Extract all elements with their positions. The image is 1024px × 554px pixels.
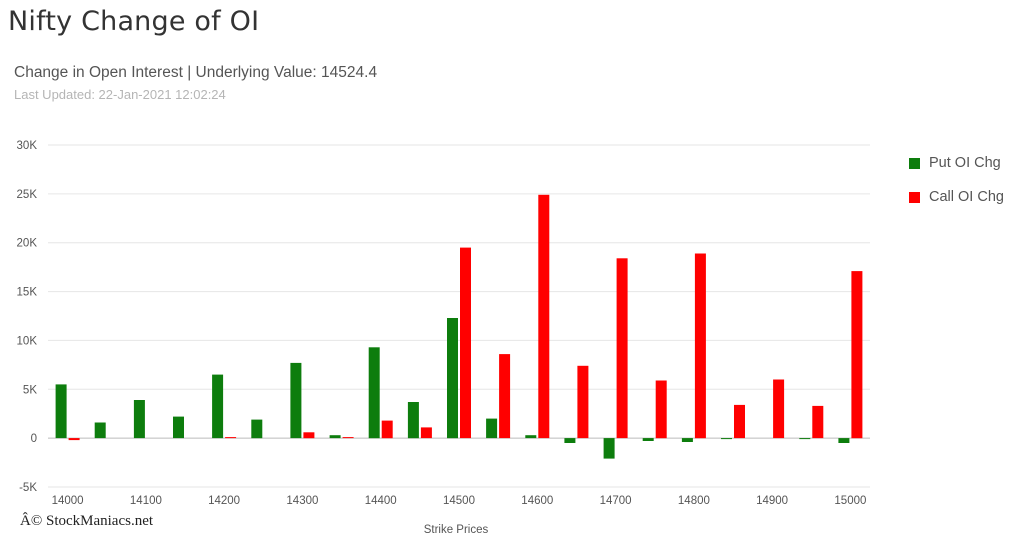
- put-bar-14700[interactable]: [603, 438, 615, 459]
- x-tick-label: 14100: [130, 495, 162, 507]
- put-bar-14850[interactable]: [721, 438, 732, 440]
- legend-swatch-call: [909, 191, 920, 203]
- x-tick-label: 15000: [834, 495, 866, 507]
- call-bar-14000[interactable]: [68, 438, 80, 441]
- x-axis-title: Strike Prices: [423, 524, 489, 536]
- y-tick-label: -5K: [19, 482, 37, 494]
- y-axis-tick-labels: -5K 0 5K 10K 15K 20K 25K 30K: [17, 140, 38, 494]
- call-bar-14400[interactable]: [381, 420, 393, 439]
- put-bar-14200[interactable]: [212, 374, 224, 439]
- put-bar-14250[interactable]: [251, 419, 263, 439]
- put-bar-14050[interactable]: [94, 422, 106, 439]
- legend-item-call[interactable]: Call OI Chg: [909, 180, 1004, 214]
- y-tick-label: 25K: [17, 189, 38, 201]
- call-bar-14550[interactable]: [499, 354, 511, 439]
- x-tick-label: 14600: [521, 495, 553, 507]
- y-tick-label: 15K: [17, 287, 38, 299]
- x-tick-label: 14700: [600, 495, 632, 507]
- call-bar-15000[interactable]: [851, 271, 863, 439]
- grid-lines: [48, 144, 870, 488]
- call-bar-14650[interactable]: [577, 365, 589, 439]
- put-bar-14550[interactable]: [486, 418, 498, 439]
- chart-legend[interactable]: Put OI Chg Call OI Chg: [909, 146, 1004, 214]
- put-bar-14750[interactable]: [642, 438, 654, 441]
- call-bar-14450[interactable]: [420, 427, 432, 439]
- y-tick-label: 5K: [23, 384, 37, 396]
- put-bar-14100[interactable]: [133, 400, 145, 439]
- call-bar-14850[interactable]: [734, 404, 745, 439]
- put-bar-14600[interactable]: [525, 435, 537, 439]
- call-bar-14600[interactable]: [538, 194, 550, 439]
- call-bar-14300[interactable]: [303, 432, 315, 439]
- x-tick-label: 14800: [678, 495, 710, 507]
- page-title: Nifty Change of OI: [8, 6, 260, 37]
- y-tick-label: 30K: [17, 140, 38, 152]
- put-bar-14150[interactable]: [173, 416, 184, 439]
- bars: [55, 194, 863, 459]
- call-bar-14800[interactable]: [694, 253, 706, 439]
- x-tick-label: 14200: [208, 495, 240, 507]
- put-bar-14650[interactable]: [564, 438, 576, 443]
- x-tick-label: 14300: [286, 495, 318, 507]
- call-bar-14950[interactable]: [812, 405, 824, 439]
- x-tick-label: 14500: [443, 495, 475, 507]
- legend-swatch-put: [909, 157, 920, 169]
- x-tick-label: 14400: [365, 495, 397, 507]
- legend-item-put[interactable]: Put OI Chg: [909, 146, 1004, 180]
- call-bar-14200[interactable]: [225, 437, 237, 439]
- x-axis-tick-labels: 14000 14100 14200 14300 14400 14500 14600 14700…: [52, 495, 867, 507]
- put-bar-14500[interactable]: [447, 318, 458, 439]
- put-bar-15000[interactable]: [838, 438, 850, 443]
- legend-label-call: Call OI Chg: [929, 189, 1004, 205]
- call-bar-14900[interactable]: [773, 379, 785, 439]
- call-bar-14350[interactable]: [342, 437, 354, 439]
- call-bar-14700[interactable]: [616, 258, 628, 439]
- call-bar-14500[interactable]: [460, 247, 471, 439]
- put-bar-14950[interactable]: [799, 438, 811, 440]
- call-bar-14750[interactable]: [655, 380, 667, 439]
- x-tick-label: 14000: [52, 495, 84, 507]
- y-tick-label: 0: [31, 433, 37, 445]
- put-bar-14000[interactable]: [55, 384, 67, 439]
- put-bar-14800[interactable]: [681, 438, 693, 442]
- put-bar-14350[interactable]: [329, 435, 341, 439]
- y-tick-label: 10K: [17, 335, 38, 347]
- chart-subtitle: Change in Open Interest | Underlying Val…: [14, 64, 378, 81]
- put-bar-14300[interactable]: [290, 362, 302, 439]
- put-bar-14450[interactable]: [407, 402, 419, 439]
- x-tick-label: 14900: [756, 495, 788, 507]
- legend-label-put: Put OI Chg: [929, 155, 1001, 171]
- y-tick-label: 20K: [17, 238, 38, 250]
- watermark-text: Â© StockManiacs.net: [20, 513, 154, 529]
- put-bar-14400[interactable]: [368, 347, 380, 439]
- last-updated-text: Last Updated: 22-Jan-2021 12:02:24: [14, 87, 226, 102]
